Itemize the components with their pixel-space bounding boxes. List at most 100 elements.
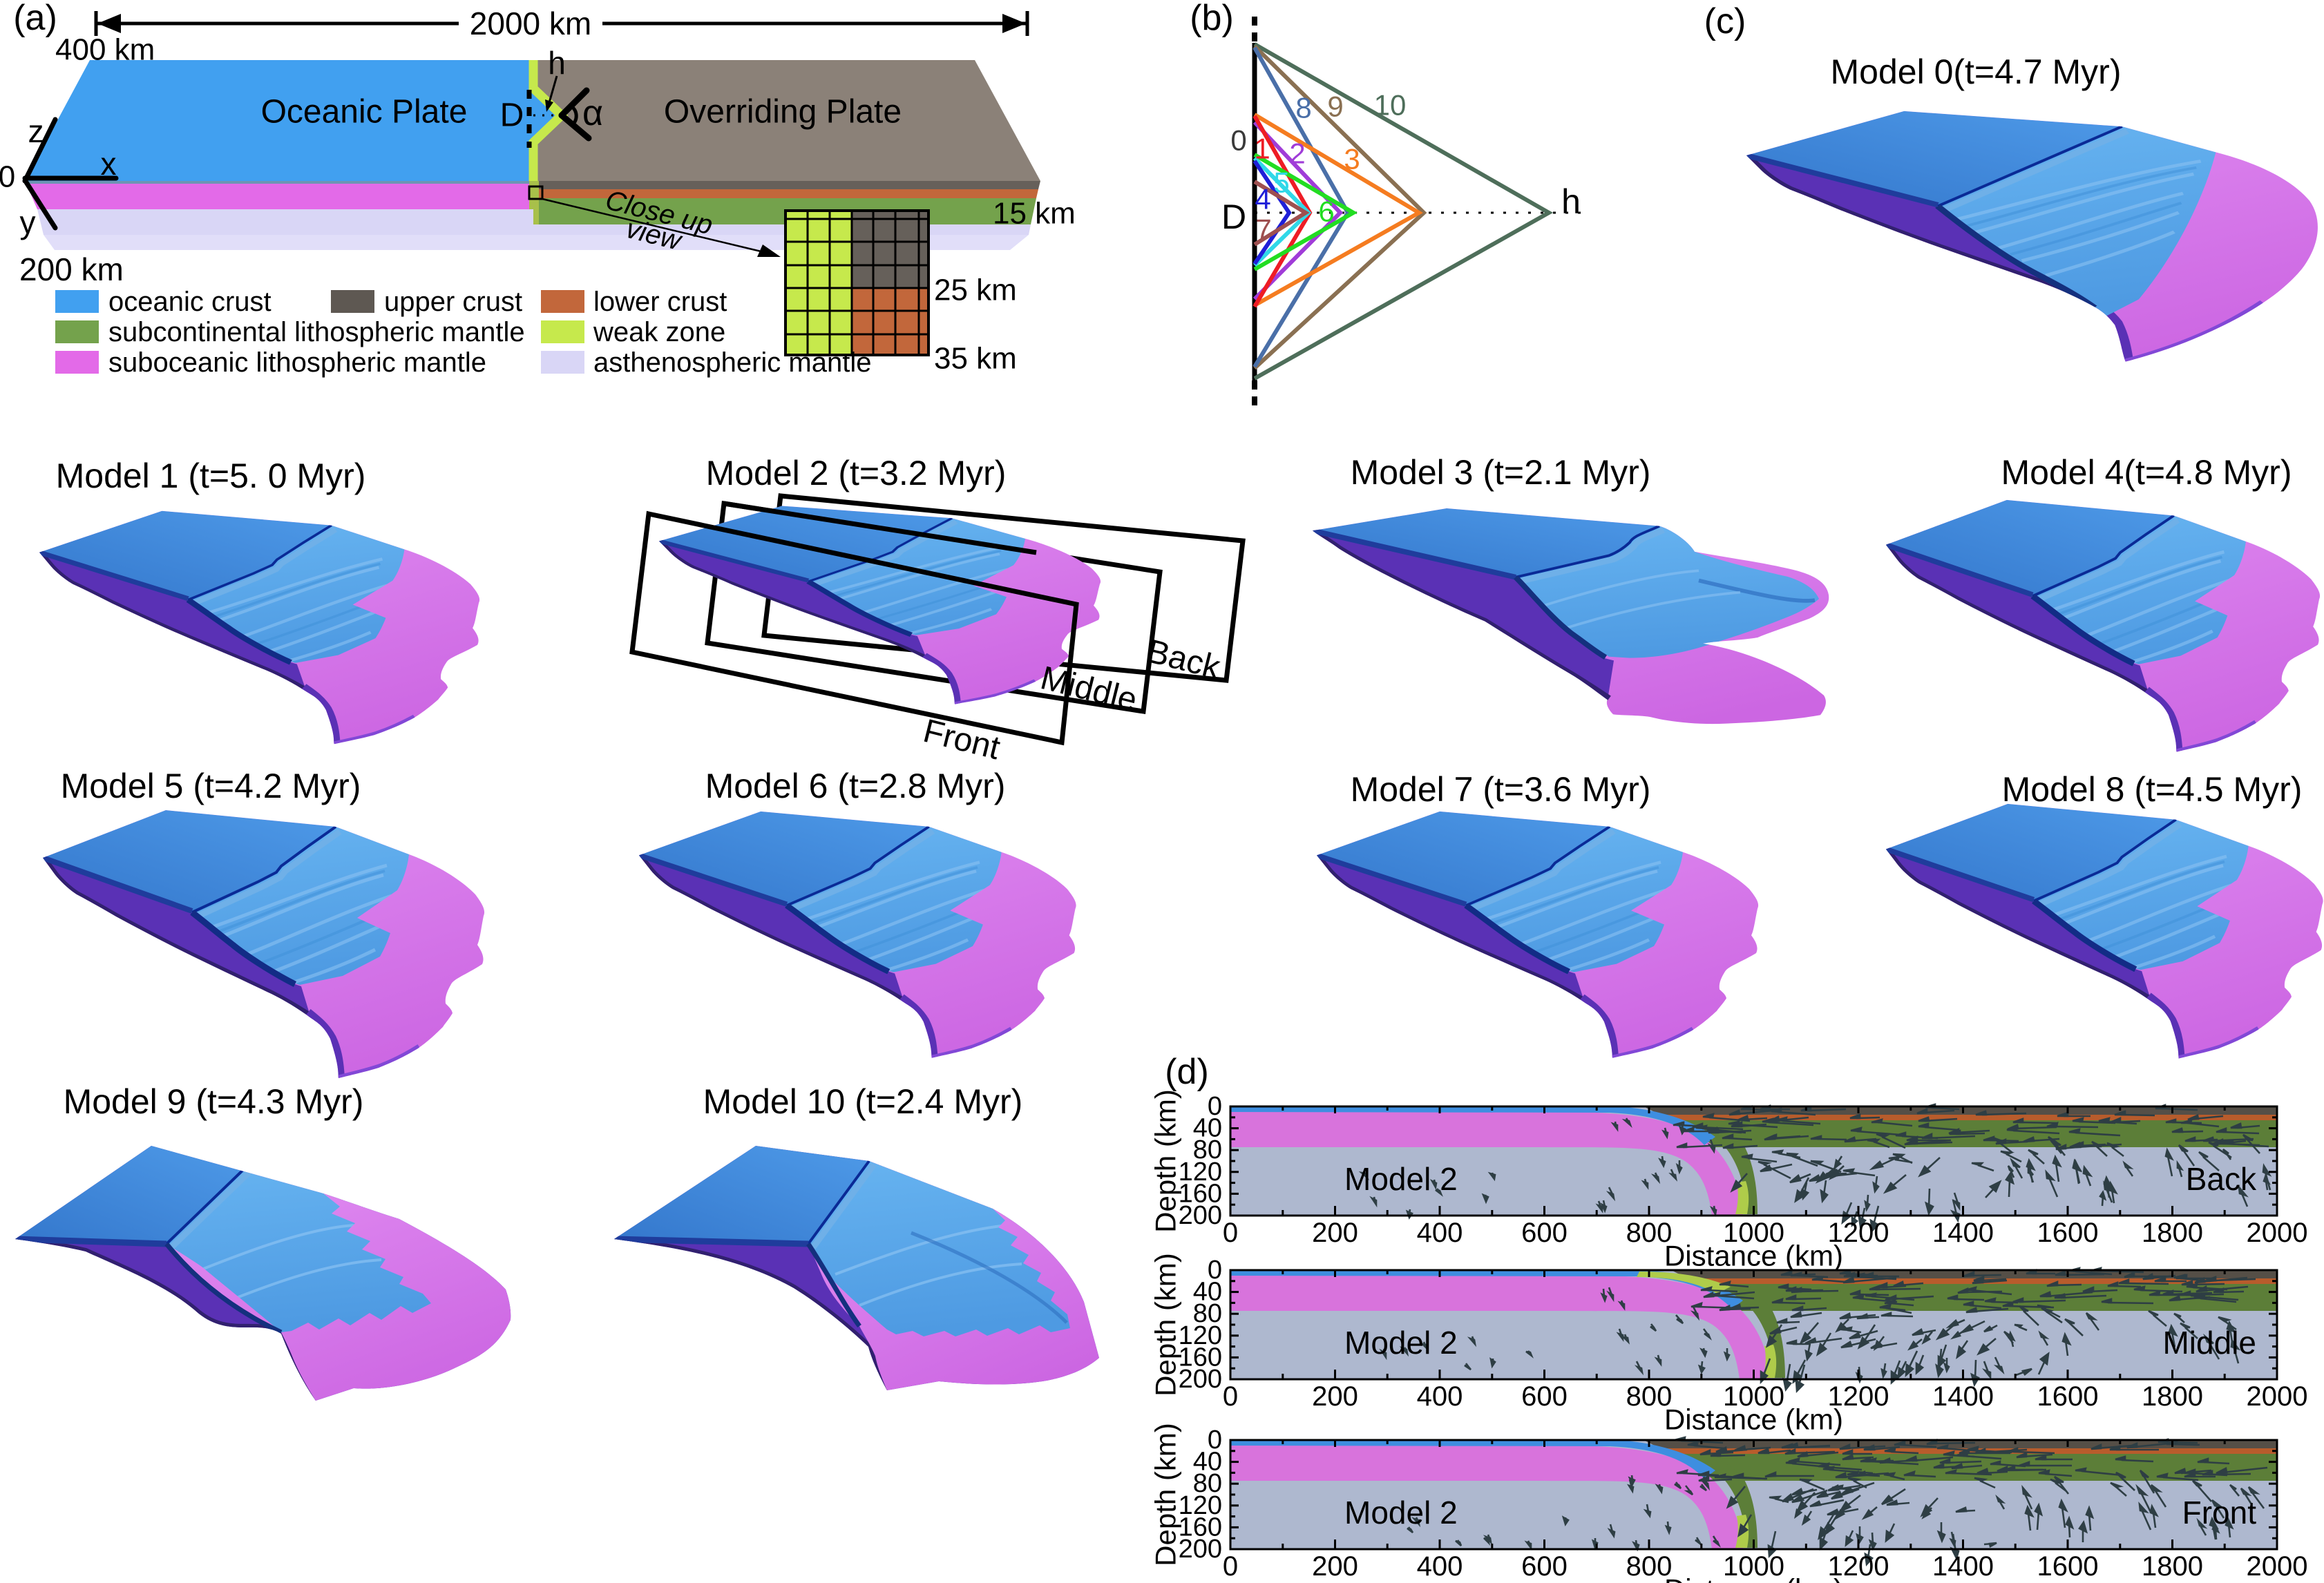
svg-text:200: 200 [1312,1381,1358,1412]
svg-text:(d): (d) [1165,1052,1209,1092]
svg-text:10: 10 [1374,89,1407,122]
svg-text:Model 2 (t=3.2 Myr): Model 2 (t=3.2 Myr) [706,454,1007,492]
svg-text:200: 200 [1179,1535,1222,1564]
svg-text:Front: Front [2182,1495,2257,1531]
svg-text:Model 0(t=4.7 Myr): Model 0(t=4.7 Myr) [1831,52,2122,91]
svg-text:α: α [582,93,603,133]
svg-text:40: 40 [1193,1448,1222,1477]
svg-text:D: D [1221,198,1246,236]
svg-text:0: 0 [1223,1551,1238,1582]
svg-text:1800: 1800 [2142,1218,2203,1248]
svg-text:80: 80 [1193,1299,1222,1328]
svg-text:0: 0 [1230,124,1246,157]
svg-text:lower crust: lower crust [593,287,727,317]
svg-text:Model 2: Model 2 [1344,1161,1458,1197]
svg-text:Model 7 (t=3.6 Myr): Model 7 (t=3.6 Myr) [1351,770,1651,809]
svg-text:upper crust: upper crust [384,287,522,317]
svg-text:160: 160 [1179,1179,1222,1208]
svg-text:2000: 2000 [2247,1218,2308,1248]
svg-text:2000 km: 2000 km [470,6,591,41]
svg-text:subcontinental lithospheric ma: subcontinental lithospheric mantle [108,317,525,347]
svg-text:160: 160 [1179,1343,1222,1372]
svg-text:(a): (a) [13,0,57,38]
svg-text:80: 80 [1193,1135,1222,1164]
svg-text:Model 1 (t=5. 0 Myr): Model 1 (t=5. 0 Myr) [56,457,366,495]
svg-text:x: x [101,146,117,182]
svg-text:1600: 1600 [2037,1381,2099,1412]
svg-text:y: y [20,204,36,240]
svg-text:120: 120 [1179,1321,1222,1350]
svg-text:200: 200 [1179,1365,1222,1394]
svg-text:Model 5 (t=4.2 Myr): Model 5 (t=4.2 Myr) [61,767,361,805]
svg-text:suboceanic lithospheric mantle: suboceanic lithospheric mantle [108,347,486,378]
svg-text:200: 200 [1312,1218,1358,1248]
svg-text:Back: Back [2186,1161,2257,1197]
svg-text:Distance (km): Distance (km) [1664,1240,1843,1272]
svg-text:7: 7 [1255,213,1271,246]
svg-text:Model 9 (t=4.3 Myr): Model 9 (t=4.3 Myr) [64,1082,364,1121]
svg-text:120: 120 [1179,1158,1222,1187]
svg-text:1400: 1400 [1932,1381,1994,1412]
svg-text:200 km: 200 km [19,251,124,287]
svg-text:1000: 1000 [1723,1381,1784,1412]
svg-text:9: 9 [1327,90,1343,123]
svg-text:3: 3 [1344,143,1360,175]
svg-text:0: 0 [1208,1426,1222,1455]
svg-text:1200: 1200 [1828,1381,1889,1412]
svg-text:25 km: 25 km [934,274,1017,307]
svg-text:8: 8 [1295,92,1311,124]
svg-text:0: 0 [1208,1256,1222,1285]
svg-text:Model 2: Model 2 [1344,1495,1458,1531]
svg-text:h: h [548,45,566,81]
svg-text:2000: 2000 [2247,1381,2308,1412]
svg-text:z: z [28,113,44,149]
svg-text:800: 800 [1626,1218,1673,1248]
svg-text:600: 600 [1521,1381,1568,1412]
svg-text:1400: 1400 [1932,1551,1994,1582]
svg-text:1800: 1800 [2142,1551,2203,1582]
svg-text:1000: 1000 [1723,1218,1784,1248]
svg-text:2: 2 [1289,137,1305,170]
svg-text:weak zone: weak zone [593,317,725,347]
svg-text:35 km: 35 km [934,342,1017,376]
svg-text:1600: 1600 [2037,1218,2099,1248]
svg-text:Depth (km): Depth (km) [1150,1089,1182,1233]
svg-text:400: 400 [1417,1218,1463,1248]
svg-text:Depth (km): Depth (km) [1150,1423,1182,1566]
svg-text:200: 200 [1179,1201,1222,1230]
svg-text:Model 4(t=4.8 Myr): Model 4(t=4.8 Myr) [2001,453,2292,492]
svg-text:800: 800 [1626,1551,1673,1582]
svg-text:(c): (c) [1704,1,1746,41]
svg-text:Model 8 (t=4.5 Myr): Model 8 (t=4.5 Myr) [2002,770,2303,809]
svg-text:0: 0 [1223,1218,1238,1248]
svg-text:1800: 1800 [2142,1381,2203,1412]
svg-text:D: D [500,97,524,134]
svg-text:600: 600 [1521,1218,1568,1248]
svg-text:0: 0 [1208,1092,1222,1121]
svg-text:40: 40 [1193,1114,1222,1143]
svg-text:h: h [1561,182,1581,221]
svg-text:Distance (km): Distance (km) [1664,1403,1843,1436]
svg-text:1200: 1200 [1828,1218,1889,1248]
svg-text:400: 400 [1417,1381,1463,1412]
svg-text:5: 5 [1273,166,1289,199]
svg-text:800: 800 [1626,1381,1673,1412]
svg-text:1400: 1400 [1932,1218,1994,1248]
svg-text:160: 160 [1179,1513,1222,1542]
svg-text:0: 0 [1223,1381,1238,1412]
svg-text:0: 0 [0,160,15,194]
svg-text:Model 2: Model 2 [1344,1325,1458,1361]
svg-text:200: 200 [1312,1551,1358,1582]
svg-text:Oceanic Plate: Oceanic Plate [261,94,468,131]
svg-text:Overriding Plate: Overriding Plate [664,94,902,131]
svg-text:asthenospheric mantle: asthenospheric mantle [593,347,871,378]
svg-text:80: 80 [1193,1469,1222,1498]
svg-text:Distance (km): Distance (km) [1664,1573,1843,1583]
svg-text:600: 600 [1521,1551,1568,1582]
svg-text:6: 6 [1318,195,1334,228]
svg-text:400: 400 [1417,1551,1463,1582]
svg-text:1200: 1200 [1828,1551,1889,1582]
svg-text:Middle: Middle [2162,1325,2256,1361]
svg-text:Model 10 (t=2.4 Myr): Model 10 (t=2.4 Myr) [703,1082,1023,1121]
svg-text:Depth (km): Depth (km) [1150,1253,1182,1397]
